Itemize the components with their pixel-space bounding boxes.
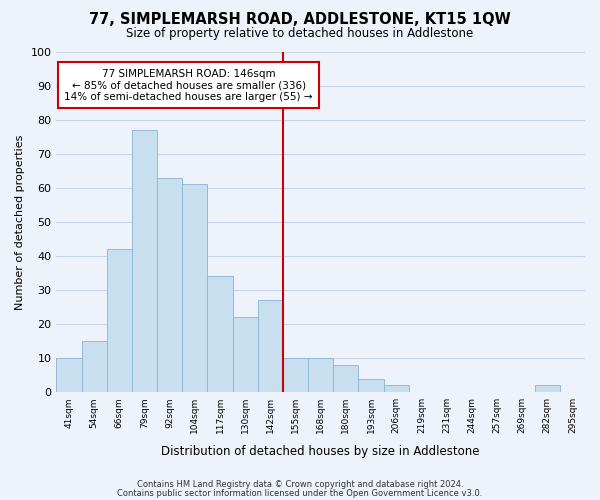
Bar (333, 365, 358, 392)
Bar (208, 276, 233, 392)
Y-axis label: Number of detached properties: Number of detached properties (15, 134, 25, 310)
Text: Size of property relative to detached houses in Addlestone: Size of property relative to detached ho… (127, 28, 473, 40)
Bar (308, 358, 333, 392)
X-axis label: Distribution of detached houses by size in Addlestone: Distribution of detached houses by size … (161, 444, 480, 458)
Bar (182, 184, 208, 392)
Bar (107, 249, 132, 392)
Bar (258, 300, 283, 392)
Bar (535, 386, 560, 392)
Text: Contains public sector information licensed under the Open Government Licence v3: Contains public sector information licen… (118, 488, 482, 498)
Bar (283, 358, 308, 392)
Text: Contains HM Land Registry data © Crown copyright and database right 2024.: Contains HM Land Registry data © Crown c… (137, 480, 463, 489)
Bar (132, 130, 157, 392)
Text: 77 SIMPLEMARSH ROAD: 146sqm
← 85% of detached houses are smaller (336)
14% of se: 77 SIMPLEMARSH ROAD: 146sqm ← 85% of det… (64, 68, 313, 102)
Text: 77, SIMPLEMARSH ROAD, ADDLESTONE, KT15 1QW: 77, SIMPLEMARSH ROAD, ADDLESTONE, KT15 1… (89, 12, 511, 28)
Bar (56, 358, 82, 392)
Bar (358, 378, 383, 392)
Bar (233, 317, 258, 392)
Bar (157, 178, 182, 392)
Bar (383, 386, 409, 392)
Bar (82, 341, 107, 392)
